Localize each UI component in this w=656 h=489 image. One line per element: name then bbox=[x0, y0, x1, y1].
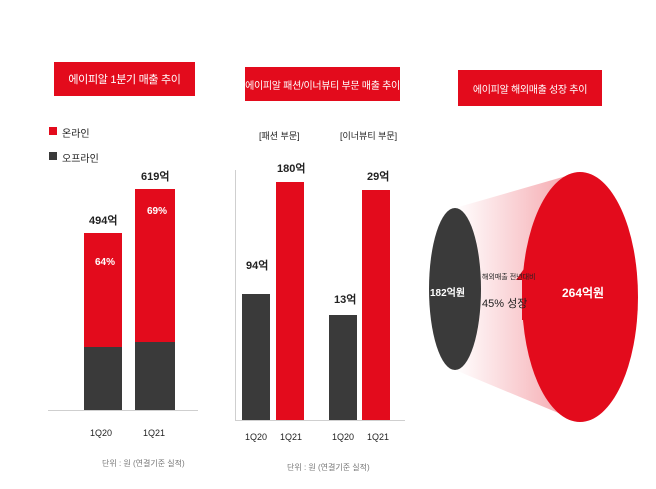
growth-arrow-icon bbox=[516, 266, 536, 320]
panel2-unit-note: 단위 : 원 (연결기준 실적) bbox=[287, 463, 370, 472]
share-label-1q20: 64% bbox=[95, 257, 116, 268]
xtick-fashion-1q21: 1Q21 bbox=[280, 432, 303, 442]
panel1-title: 에이피알 1분기 매출 추이 bbox=[54, 62, 195, 96]
growth-caption: 해외매출 전년대비 bbox=[482, 274, 536, 281]
panel2-bottom-axis bbox=[235, 420, 405, 421]
panel1-axis bbox=[48, 410, 198, 411]
large-circle bbox=[522, 172, 638, 422]
group-fashion-label: [패션 부문] bbox=[259, 131, 300, 141]
panel3-title: 에이피알 해외매출 성장 추이 bbox=[458, 70, 602, 106]
legend-offline-swatch bbox=[49, 152, 57, 160]
bar-innerbeauty-1q21 bbox=[362, 190, 390, 420]
bar-1q20-online bbox=[84, 233, 122, 347]
value-fashion-1q20: 94억 bbox=[246, 260, 269, 272]
group-innerbeauty-label: [이너뷰티 부문] bbox=[340, 131, 398, 141]
panel-overseas-growth: 에이피알 해외매출 성장 추이 182억원 264억원 해외매출 전년대비 45… bbox=[420, 0, 656, 489]
value-innerbeauty-1q20: 13억 bbox=[334, 294, 357, 306]
panel2-title: 에이피알 패션/이너뷰티 부문 매출 추이 bbox=[245, 67, 400, 101]
panel1-unit-note: 단위 : 원 (연결기준 실적) bbox=[102, 459, 185, 468]
value-innerbeauty-1q21: 29억 bbox=[367, 171, 390, 183]
xtick-1q20: 1Q20 bbox=[90, 428, 113, 438]
share-label-1q21: 69% bbox=[147, 206, 168, 217]
right-circle-value: 264억원 bbox=[562, 286, 605, 300]
total-label-1q21: 619억 bbox=[141, 171, 170, 183]
total-label-1q20: 494억 bbox=[89, 215, 118, 227]
xtick-fashion-1q20: 1Q20 bbox=[245, 432, 268, 442]
bar-fashion-1q21 bbox=[276, 182, 304, 420]
legend-online-label: 온라인 bbox=[62, 129, 90, 140]
xtick-1q21: 1Q21 bbox=[143, 428, 166, 438]
bar-1q20-offline bbox=[84, 347, 122, 410]
growth-text: 45% 성장 bbox=[482, 298, 528, 310]
bar-fashion-1q20 bbox=[242, 294, 270, 420]
panel2-left-axis bbox=[235, 170, 236, 420]
left-circle-value: 182억원 bbox=[430, 288, 466, 299]
legend-online-swatch bbox=[49, 127, 57, 135]
xtick-innerbeauty-1q21: 1Q21 bbox=[367, 432, 390, 442]
panel-quarterly-sales: 에이피알 1분기 매출 추이 온라인 오프라인 494억 64% 1Q20 61… bbox=[0, 0, 215, 489]
bar-1q21-offline bbox=[135, 342, 175, 410]
panel-category-sales: 에이피알 패션/이너뷰티 부문 매출 추이 [패션 부문] [이너뷰티 부문] … bbox=[215, 0, 410, 489]
bar-1q21-online bbox=[135, 189, 175, 342]
value-fashion-1q21: 180억 bbox=[277, 163, 306, 175]
xtick-innerbeauty-1q20: 1Q20 bbox=[332, 432, 355, 442]
bar-innerbeauty-1q20 bbox=[329, 315, 357, 420]
small-circle bbox=[429, 208, 481, 370]
legend-offline-label: 오프라인 bbox=[62, 154, 99, 165]
growth-cone-graphic bbox=[429, 172, 638, 422]
